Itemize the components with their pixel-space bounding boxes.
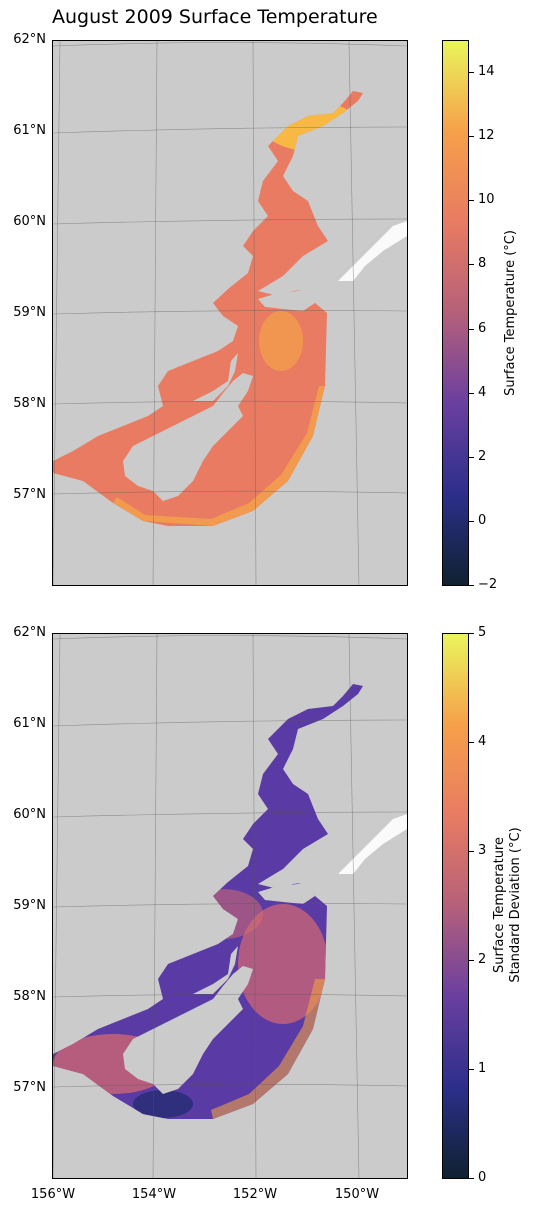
mean-temperature-ocean bbox=[53, 91, 363, 526]
trinity-islands bbox=[115, 535, 159, 553]
lat-label-62n-bottom: 62°N bbox=[13, 625, 46, 640]
east-coast-glacier bbox=[338, 221, 407, 281]
temperature-colorbar-tick bbox=[469, 72, 474, 73]
temperature-colorbar-tick bbox=[469, 329, 474, 330]
variability-rim bbox=[211, 979, 325, 1119]
lat-label-57n-top: 57°N bbox=[13, 487, 46, 502]
standard-deviation-colorbar-tick bbox=[469, 1069, 474, 1070]
standard-deviation-colorbar-tick-label: 3 bbox=[478, 843, 487, 858]
temperature-colorbar-tick-label: 14 bbox=[478, 64, 495, 79]
temperature-colorbar-tick bbox=[469, 200, 474, 201]
east-coast-glacier bbox=[338, 814, 407, 874]
trinity-islands bbox=[115, 1128, 159, 1146]
standard-deviation-colorbar-label-line1: Surface Temperature bbox=[492, 837, 507, 974]
temperature-colorbar bbox=[442, 40, 469, 586]
lat-label-57n-bottom: 57°N bbox=[13, 1080, 46, 1095]
standard-deviation-colorbar-tick bbox=[469, 1178, 474, 1179]
lon-label-156w: 156°W bbox=[30, 1187, 76, 1202]
temperature-colorbar-tick-label: 4 bbox=[478, 385, 487, 400]
map-title: August 2009 Surface Temperature bbox=[52, 6, 378, 28]
lat-label-60n-bottom: 60°N bbox=[13, 807, 46, 822]
temperature-colorbar-tick-label: 0 bbox=[478, 513, 487, 528]
standard-deviation-colorbar-tick-label: 1 bbox=[478, 1061, 487, 1076]
standard-deviation-colorbar-tick bbox=[469, 851, 474, 852]
standard-deviation-colorbar-tick-label: 4 bbox=[478, 734, 487, 749]
temperature-colorbar-tick bbox=[469, 393, 474, 394]
standard-deviation-colorbar-label: Surface Temperature Standard Deviation (… bbox=[492, 827, 524, 982]
temperature-colorbar-tick-label: 10 bbox=[478, 192, 495, 207]
lon-label-152w: 152°W bbox=[232, 1187, 278, 1202]
standard-deviation-colorbar-tick bbox=[469, 960, 474, 961]
low-variability-spot bbox=[133, 1090, 193, 1118]
temperature-colorbar-tick bbox=[469, 264, 474, 265]
lat-label-59n-top: 59°N bbox=[13, 305, 46, 320]
temperature-colorbar-tick bbox=[469, 136, 474, 137]
lat-label-62n-top: 62°N bbox=[13, 32, 46, 47]
lat-label-61n-top: 61°N bbox=[13, 123, 46, 138]
graticule bbox=[53, 41, 407, 585]
lat-label-58n-top: 58°N bbox=[13, 396, 46, 411]
temperature-map-panel bbox=[52, 40, 408, 586]
augustine-island bbox=[178, 283, 189, 295]
temperature-colorbar-tick-label: 8 bbox=[478, 256, 487, 271]
lon-label-150w: 150°W bbox=[334, 1187, 380, 1202]
warm-patch-mid bbox=[259, 311, 303, 371]
standard-deviation-colorbar-label-line2: Standard Deviation (°C) bbox=[508, 827, 523, 983]
graticule bbox=[53, 634, 407, 1178]
lat-label-59n-bottom: 59°N bbox=[13, 898, 46, 913]
afognak-island bbox=[193, 353, 238, 401]
temperature-colorbar-label: Surface Temperature (°C) bbox=[503, 230, 518, 396]
standard-deviation-map-panel bbox=[52, 633, 408, 1179]
temperature-colorbar-tick bbox=[469, 457, 474, 458]
lon-label-154w: 154°W bbox=[131, 1187, 177, 1202]
kodiak-island bbox=[123, 966, 253, 1094]
kenai-tip bbox=[258, 880, 315, 904]
afognak-island bbox=[193, 946, 238, 994]
temperature-colorbar-tick-label: 12 bbox=[478, 128, 495, 143]
lat-label-60n-top: 60°N bbox=[13, 214, 46, 229]
standard-deviation-colorbar-tick bbox=[469, 742, 474, 743]
temperature-colorbar-tick bbox=[469, 585, 474, 586]
standard-deviation-colorbar-tick bbox=[469, 633, 474, 634]
temperature-colorbar-tick bbox=[469, 521, 474, 522]
standard-deviation-colorbar bbox=[442, 633, 469, 1179]
lat-label-61n-bottom: 61°N bbox=[13, 716, 46, 731]
kodiak-island bbox=[123, 373, 253, 501]
standard-deviation-colorbar-tick-label: 0 bbox=[478, 1170, 487, 1185]
temperature-colorbar-tick-label: −2 bbox=[478, 577, 498, 592]
standard-deviation-colorbar-tick-label: 2 bbox=[478, 952, 487, 967]
augustine-island bbox=[178, 876, 189, 888]
lat-label-58n-bottom: 58°N bbox=[13, 989, 46, 1004]
temperature-colorbar-tick-label: 2 bbox=[478, 449, 487, 464]
kenai-tip bbox=[258, 287, 315, 311]
standard-deviation-colorbar-tick-label: 5 bbox=[478, 625, 487, 640]
temperature-colorbar-tick-label: 6 bbox=[478, 321, 487, 336]
